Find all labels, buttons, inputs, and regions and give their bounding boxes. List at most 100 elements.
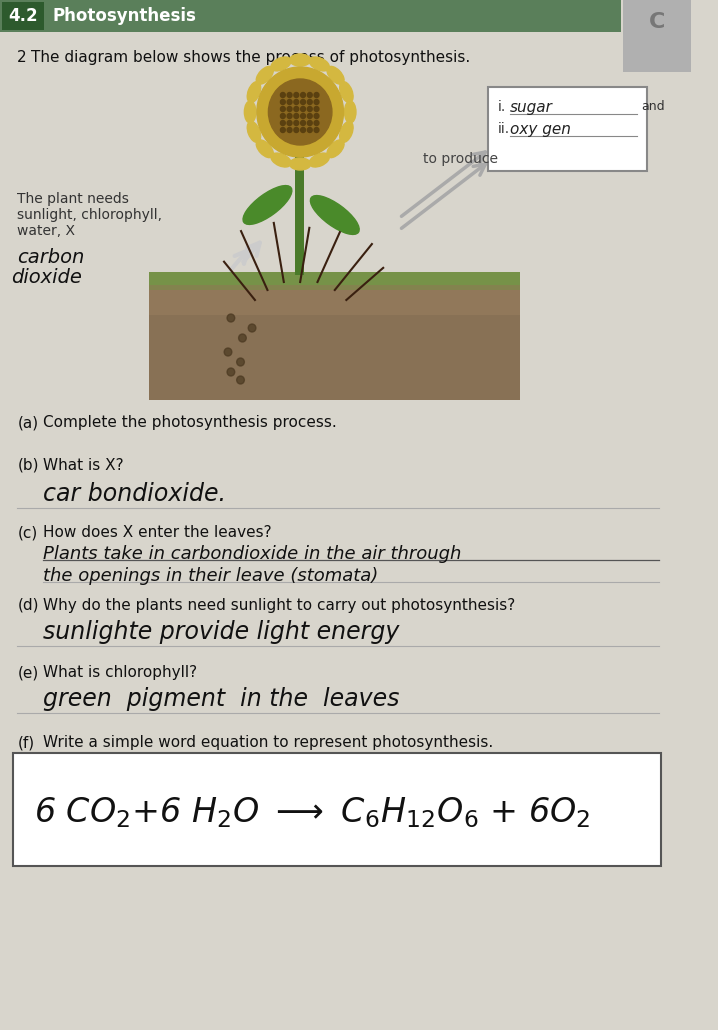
- FancyBboxPatch shape: [623, 0, 691, 72]
- Text: oxy gen: oxy gen: [510, 122, 571, 137]
- Ellipse shape: [271, 153, 291, 167]
- Circle shape: [281, 128, 285, 133]
- Circle shape: [307, 100, 312, 104]
- Text: to produce: to produce: [424, 152, 498, 166]
- Ellipse shape: [340, 122, 353, 142]
- Circle shape: [301, 113, 305, 118]
- Text: How does X enter the leaves?: How does X enter the leaves?: [43, 525, 272, 540]
- Circle shape: [294, 100, 299, 104]
- FancyBboxPatch shape: [0, 0, 620, 32]
- Circle shape: [307, 113, 312, 118]
- Circle shape: [314, 128, 319, 133]
- Circle shape: [281, 106, 285, 111]
- Circle shape: [301, 100, 305, 104]
- Ellipse shape: [256, 66, 274, 84]
- Circle shape: [269, 79, 332, 145]
- Text: (b): (b): [17, 458, 39, 473]
- Circle shape: [281, 100, 285, 104]
- Circle shape: [248, 324, 256, 332]
- Text: sunlighte provide light energy: sunlighte provide light energy: [43, 620, 400, 644]
- Circle shape: [257, 67, 343, 157]
- Circle shape: [287, 100, 292, 104]
- Text: 6 CO$_2$+6 H$_2$O $\longrightarrow$ C$_6$H$_{12}$O$_6$ + 6O$_2$: 6 CO$_2$+6 H$_2$O $\longrightarrow$ C$_6…: [34, 795, 590, 830]
- Text: Photosynthesis: Photosynthesis: [53, 7, 197, 25]
- Circle shape: [287, 113, 292, 118]
- Text: car bondioxide.: car bondioxide.: [43, 482, 226, 506]
- Circle shape: [294, 128, 299, 133]
- Circle shape: [237, 376, 244, 384]
- Ellipse shape: [247, 122, 261, 142]
- Text: (f): (f): [17, 735, 34, 750]
- Circle shape: [314, 93, 319, 98]
- Circle shape: [301, 93, 305, 98]
- Text: dioxide: dioxide: [11, 268, 83, 287]
- Circle shape: [314, 121, 319, 126]
- Text: green  pigment  in the  leaves: green pigment in the leaves: [43, 687, 400, 711]
- FancyBboxPatch shape: [488, 87, 648, 171]
- Text: (a): (a): [17, 415, 39, 430]
- Circle shape: [314, 106, 319, 111]
- Text: What is X?: What is X?: [43, 458, 124, 473]
- FancyBboxPatch shape: [295, 135, 304, 275]
- FancyBboxPatch shape: [14, 753, 661, 866]
- Circle shape: [281, 121, 285, 126]
- Circle shape: [281, 113, 285, 118]
- Circle shape: [287, 128, 292, 133]
- Ellipse shape: [327, 66, 344, 84]
- Text: carbon: carbon: [17, 248, 85, 267]
- Ellipse shape: [345, 101, 356, 123]
- Circle shape: [301, 128, 305, 133]
- Ellipse shape: [243, 185, 292, 225]
- Text: (e): (e): [17, 665, 39, 680]
- Text: Why do the plants need sunlight to carry out photosynthesis?: Why do the plants need sunlight to carry…: [43, 598, 516, 613]
- Text: Plants take in carbondioxide in the air through: Plants take in carbondioxide in the air …: [43, 545, 462, 563]
- Text: (c): (c): [17, 525, 37, 540]
- Ellipse shape: [271, 57, 291, 71]
- Ellipse shape: [309, 57, 330, 71]
- Text: Write a simple word equation to represent photosynthesis.: Write a simple word equation to represen…: [43, 735, 493, 750]
- FancyBboxPatch shape: [149, 272, 520, 290]
- Circle shape: [307, 93, 312, 98]
- Circle shape: [301, 106, 305, 111]
- Text: sugar: sugar: [510, 100, 553, 115]
- Text: 2: 2: [17, 50, 27, 65]
- Text: The plant needs
sunlight, chlorophyll,
water, X: The plant needs sunlight, chlorophyll, w…: [17, 192, 162, 238]
- Text: ii.: ii.: [498, 122, 510, 136]
- Circle shape: [281, 93, 285, 98]
- Text: C: C: [649, 12, 666, 32]
- FancyBboxPatch shape: [149, 285, 520, 400]
- Circle shape: [294, 113, 299, 118]
- Circle shape: [294, 106, 299, 111]
- Ellipse shape: [289, 54, 311, 66]
- Circle shape: [227, 314, 235, 322]
- Text: What is chlorophyll?: What is chlorophyll?: [43, 665, 197, 680]
- Ellipse shape: [247, 81, 261, 103]
- Circle shape: [287, 93, 292, 98]
- Circle shape: [237, 358, 244, 366]
- Ellipse shape: [256, 140, 274, 158]
- Circle shape: [307, 106, 312, 111]
- Circle shape: [224, 348, 232, 356]
- Text: The diagram below shows the process of photosynthesis.: The diagram below shows the process of p…: [31, 50, 470, 65]
- Circle shape: [307, 128, 312, 133]
- Text: (d): (d): [17, 598, 39, 613]
- Text: i.: i.: [498, 100, 505, 114]
- Ellipse shape: [310, 196, 359, 235]
- Ellipse shape: [327, 140, 344, 158]
- Text: Complete the photosynthesis process.: Complete the photosynthesis process.: [43, 415, 337, 430]
- FancyBboxPatch shape: [2, 2, 45, 30]
- Ellipse shape: [289, 158, 311, 170]
- Ellipse shape: [340, 81, 353, 103]
- Circle shape: [287, 106, 292, 111]
- Circle shape: [294, 93, 299, 98]
- Text: the openings in their leave (stomata): the openings in their leave (stomata): [43, 566, 378, 585]
- Circle shape: [307, 121, 312, 126]
- Circle shape: [227, 368, 235, 376]
- Circle shape: [238, 334, 246, 342]
- Text: and: and: [642, 100, 666, 113]
- Circle shape: [301, 121, 305, 126]
- Circle shape: [287, 121, 292, 126]
- Text: 4.2: 4.2: [9, 7, 38, 25]
- Circle shape: [294, 121, 299, 126]
- Ellipse shape: [309, 153, 330, 167]
